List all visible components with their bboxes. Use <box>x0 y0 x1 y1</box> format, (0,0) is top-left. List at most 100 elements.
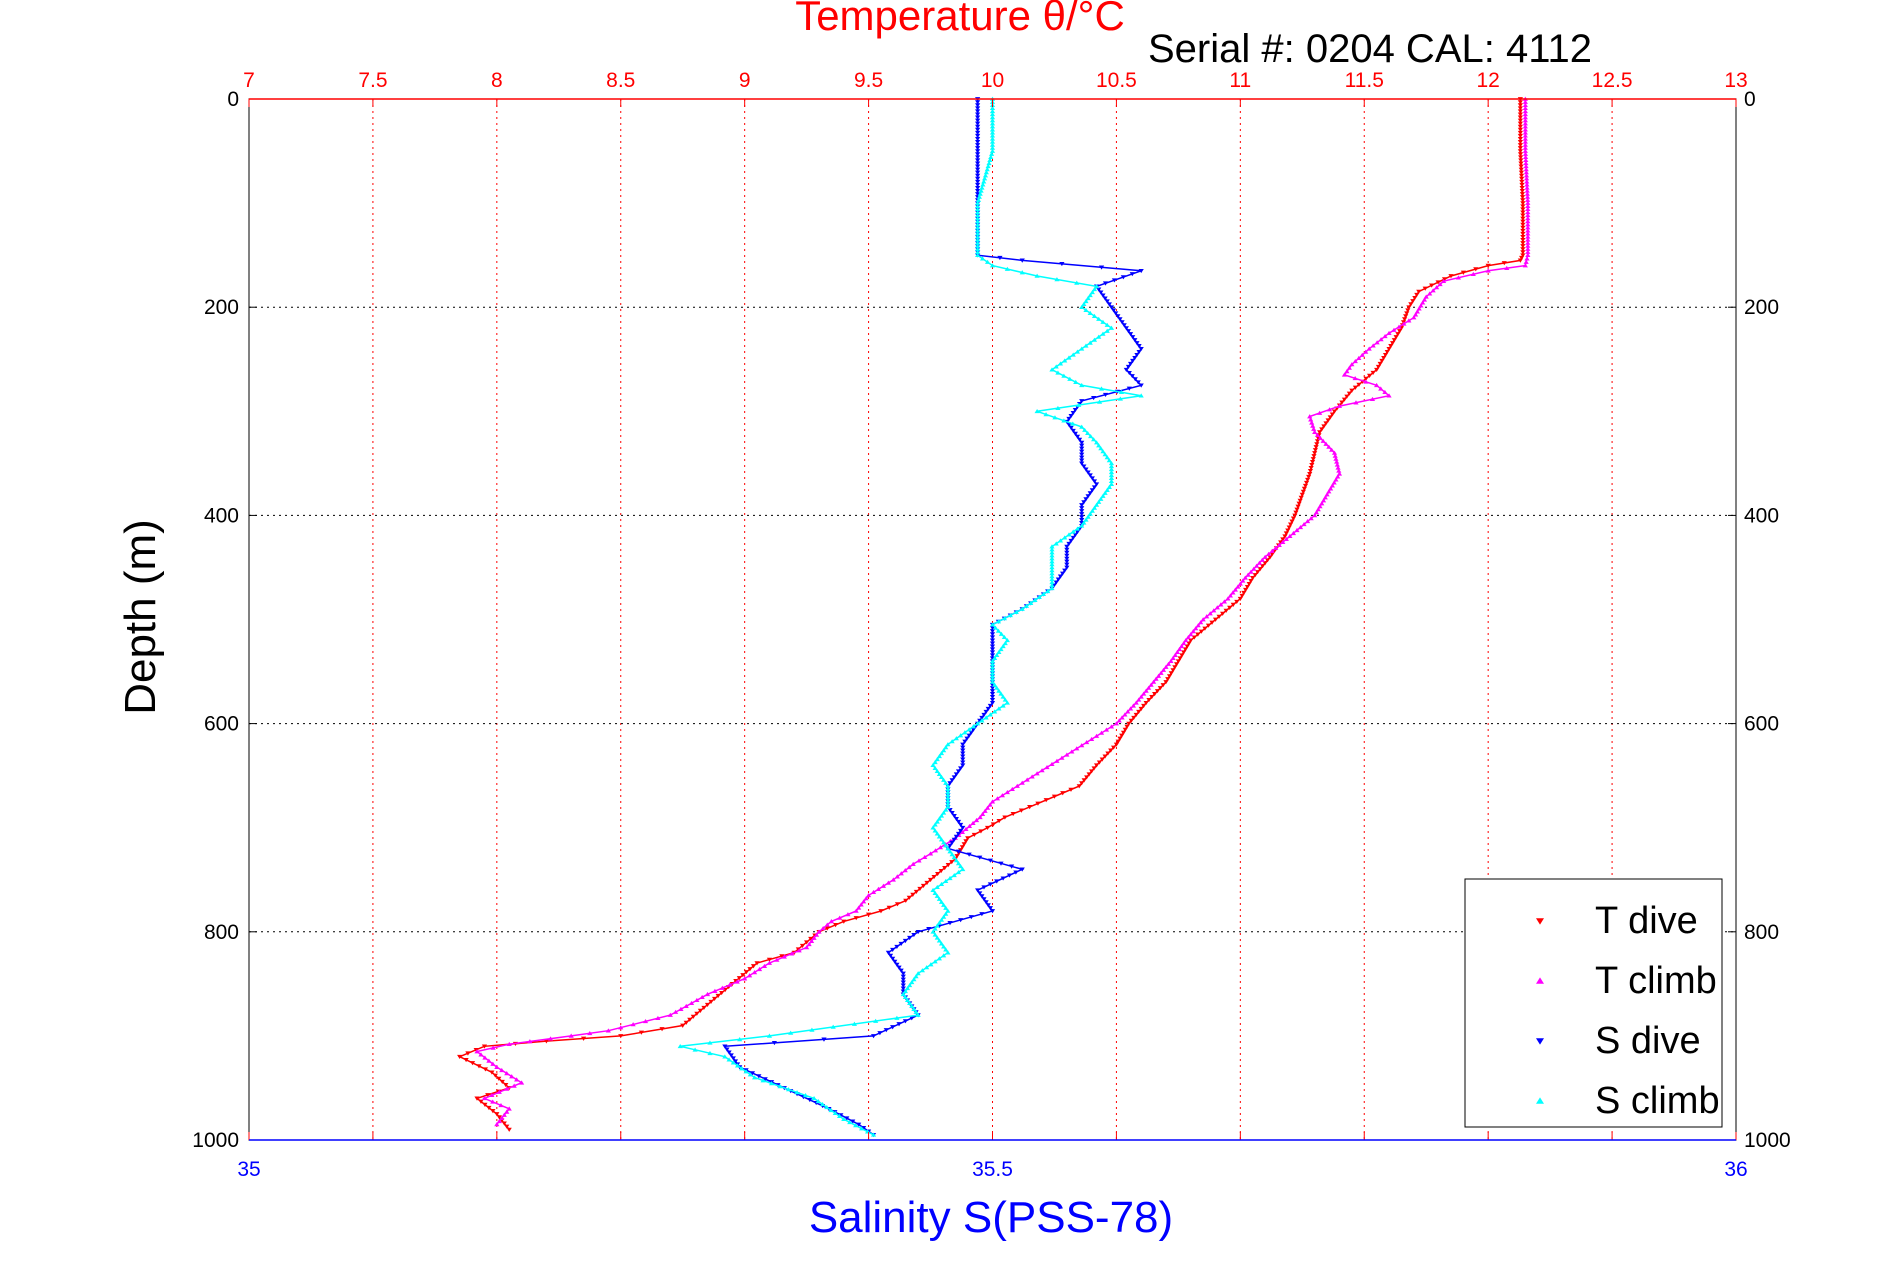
data-point <box>1421 297 1428 302</box>
top-tick-label: 12.5 <box>1592 69 1633 92</box>
data-point <box>1174 662 1180 667</box>
data-point <box>519 1080 525 1085</box>
left-tick-label: 600 <box>204 713 239 736</box>
data-point <box>1266 551 1272 556</box>
data-point <box>1136 709 1142 715</box>
data-point <box>655 1015 661 1021</box>
data-point <box>1079 523 1085 528</box>
data-point <box>1209 620 1215 625</box>
data-point <box>1525 225 1531 230</box>
data-point <box>1083 298 1089 304</box>
data-point <box>1522 151 1529 156</box>
data-point <box>966 823 973 829</box>
data-point <box>890 956 896 961</box>
data-point <box>1260 564 1266 569</box>
data-point <box>1230 602 1236 607</box>
data-point <box>1524 176 1530 181</box>
data-point <box>1068 413 1074 419</box>
data-point <box>900 991 906 997</box>
data-point <box>1520 228 1526 233</box>
data-point <box>844 1116 850 1121</box>
right-tick-label: 800 <box>1744 921 1779 944</box>
data-point <box>1062 535 1068 540</box>
data-point <box>877 1031 883 1036</box>
data-point <box>1389 341 1396 346</box>
data-point <box>1352 358 1358 364</box>
data-point <box>1158 670 1164 675</box>
data-point <box>984 825 991 831</box>
data-point <box>1254 563 1260 568</box>
data-point <box>1522 142 1528 147</box>
data-point <box>1378 386 1384 391</box>
data-point <box>902 938 909 944</box>
data-point <box>1138 347 1144 352</box>
data-point <box>1070 428 1076 433</box>
data-point <box>1040 591 1047 597</box>
data-point <box>1198 620 1204 625</box>
data-point <box>987 906 993 911</box>
data-point <box>1170 668 1176 673</box>
data-point <box>1064 752 1070 757</box>
data-point <box>975 234 981 239</box>
data-point <box>1314 442 1320 447</box>
data-point <box>917 886 923 892</box>
data-point <box>1054 758 1060 763</box>
data-point <box>975 249 981 254</box>
data-point <box>841 1116 847 1121</box>
data-point <box>751 970 758 975</box>
data-point <box>1356 382 1362 387</box>
data-point <box>750 964 757 969</box>
data-point <box>1518 170 1525 175</box>
data-point <box>1061 418 1067 423</box>
data-point <box>894 874 900 879</box>
data-point <box>930 762 936 768</box>
data-point <box>937 845 944 850</box>
data-point <box>1223 608 1229 613</box>
data-point <box>506 1106 512 1111</box>
data-point <box>762 1077 768 1082</box>
data-point <box>985 164 991 169</box>
data-point <box>894 962 900 967</box>
data-point <box>942 866 948 871</box>
data-point <box>747 967 753 972</box>
data-point <box>743 1069 749 1074</box>
data-point <box>989 111 996 117</box>
data-point <box>1102 490 1108 495</box>
data-point <box>1448 274 1454 279</box>
data-point <box>1019 606 1025 611</box>
data-point <box>1108 475 1115 481</box>
data-point <box>1295 504 1301 509</box>
data-point <box>771 1041 778 1046</box>
data-point <box>960 748 966 753</box>
data-point <box>802 1093 809 1098</box>
data-point <box>953 834 959 839</box>
data-point <box>1098 290 1104 295</box>
data-point <box>490 1061 496 1066</box>
data-point <box>514 1077 520 1082</box>
data-point <box>1294 527 1300 533</box>
data-point <box>1283 536 1289 542</box>
data-point <box>1102 296 1108 301</box>
data-point <box>694 997 700 1003</box>
data-point <box>1204 614 1210 619</box>
data-point <box>1064 559 1070 564</box>
data-point <box>870 889 877 895</box>
data-point <box>1079 512 1085 517</box>
data-point <box>715 993 721 999</box>
data-point <box>1520 253 1526 258</box>
data-point <box>989 658 996 663</box>
data-point <box>915 971 921 976</box>
data-point <box>1028 600 1034 605</box>
data-point <box>1251 566 1257 571</box>
data-point <box>496 1118 502 1124</box>
data-point <box>1519 195 1526 200</box>
data-point <box>989 127 996 132</box>
data-point <box>760 1078 766 1083</box>
data-point <box>1524 185 1530 190</box>
data-point <box>1132 338 1138 343</box>
data-point <box>975 213 981 218</box>
bottom-tick-label: 35.5 <box>972 1158 1013 1181</box>
data-point <box>1325 418 1331 423</box>
data-point <box>1517 152 1524 157</box>
data-point <box>785 1087 792 1092</box>
